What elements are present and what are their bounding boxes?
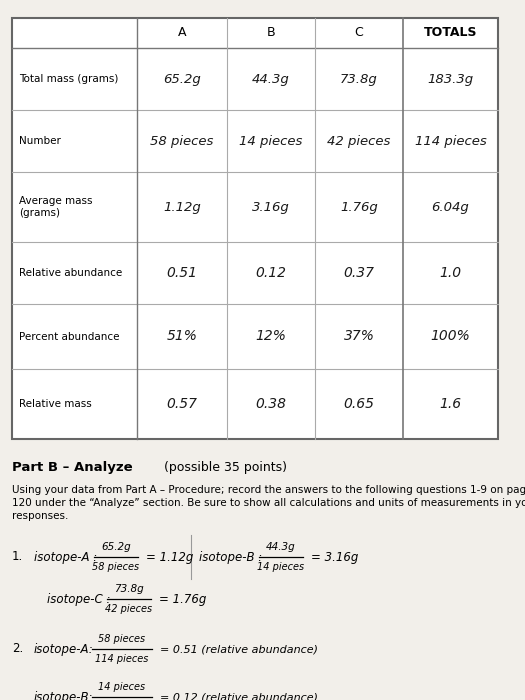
- Text: Part B – Analyze: Part B – Analyze: [12, 461, 133, 474]
- Text: 100%: 100%: [430, 330, 470, 344]
- Text: 44.3g: 44.3g: [252, 73, 290, 85]
- Text: 42 pieces: 42 pieces: [327, 134, 391, 148]
- Text: B: B: [267, 27, 275, 39]
- Text: 6.04g: 6.04g: [432, 200, 469, 214]
- Text: 1.76g: 1.76g: [340, 200, 378, 214]
- Text: 1.0: 1.0: [439, 266, 461, 280]
- Text: = 3.16g: = 3.16g: [311, 550, 359, 564]
- Text: 14 pieces: 14 pieces: [239, 134, 303, 148]
- Text: 65.2g: 65.2g: [101, 542, 131, 552]
- Text: 51%: 51%: [166, 330, 197, 344]
- Text: 42 pieces: 42 pieces: [106, 604, 153, 614]
- Text: Average mass
(grams): Average mass (grams): [19, 196, 92, 218]
- Text: isotope-B :: isotope-B :: [199, 550, 262, 564]
- Text: 0.12: 0.12: [256, 266, 287, 280]
- Text: 114 pieces: 114 pieces: [96, 654, 149, 664]
- Text: 3.16g: 3.16g: [252, 200, 290, 214]
- Text: 14 pieces: 14 pieces: [257, 562, 304, 572]
- Text: 73.8g: 73.8g: [114, 584, 144, 594]
- Text: = 1.76g: = 1.76g: [159, 592, 206, 606]
- Text: 0.57: 0.57: [166, 397, 197, 411]
- Text: isotope-A :: isotope-A :: [34, 550, 97, 564]
- Text: 44.3g: 44.3g: [266, 542, 296, 552]
- Text: 0.37: 0.37: [343, 266, 374, 280]
- Text: 58 pieces: 58 pieces: [92, 562, 140, 572]
- Text: isotope-C :: isotope-C :: [47, 592, 110, 606]
- Text: = 0.51 (relative abundance): = 0.51 (relative abundance): [160, 644, 318, 654]
- Text: Number: Number: [19, 136, 61, 146]
- Text: 2.: 2.: [12, 643, 23, 655]
- Text: 58 pieces: 58 pieces: [99, 634, 145, 644]
- Text: isotope-A:: isotope-A:: [34, 643, 94, 655]
- Text: Relative abundance: Relative abundance: [19, 268, 122, 278]
- Text: Total mass (grams): Total mass (grams): [19, 74, 118, 84]
- Text: 65.2g: 65.2g: [163, 73, 201, 85]
- Text: 114 pieces: 114 pieces: [415, 134, 486, 148]
- Text: C: C: [354, 27, 363, 39]
- Text: Percent abundance: Percent abundance: [19, 332, 120, 342]
- Text: A: A: [178, 27, 186, 39]
- Text: 1.: 1.: [12, 550, 23, 564]
- Text: 0.65: 0.65: [343, 397, 374, 411]
- Text: isotope-B:: isotope-B:: [34, 690, 93, 700]
- Text: 0.38: 0.38: [256, 397, 287, 411]
- Text: 73.8g: 73.8g: [340, 73, 378, 85]
- Text: 14 pieces: 14 pieces: [99, 682, 145, 692]
- Text: = 0.12 (relative abundance): = 0.12 (relative abundance): [160, 692, 318, 700]
- Text: 1.12g: 1.12g: [163, 200, 201, 214]
- Text: (possible 35 points): (possible 35 points): [160, 461, 287, 474]
- Bar: [12, 18, 498, 439]
- Text: 1.6: 1.6: [439, 397, 461, 411]
- Text: 12%: 12%: [256, 330, 287, 344]
- Text: Relative mass: Relative mass: [19, 399, 92, 409]
- Text: 0.51: 0.51: [166, 266, 197, 280]
- Text: TOTALS: TOTALS: [424, 27, 477, 39]
- Text: 37%: 37%: [343, 330, 374, 344]
- Text: Using your data from Part A – Procedure; record the answers to the following que: Using your data from Part A – Procedure;…: [12, 485, 525, 522]
- Text: = 1.12g: = 1.12g: [146, 550, 193, 564]
- Text: 183.3g: 183.3g: [427, 73, 474, 85]
- Text: 58 pieces: 58 pieces: [150, 134, 214, 148]
